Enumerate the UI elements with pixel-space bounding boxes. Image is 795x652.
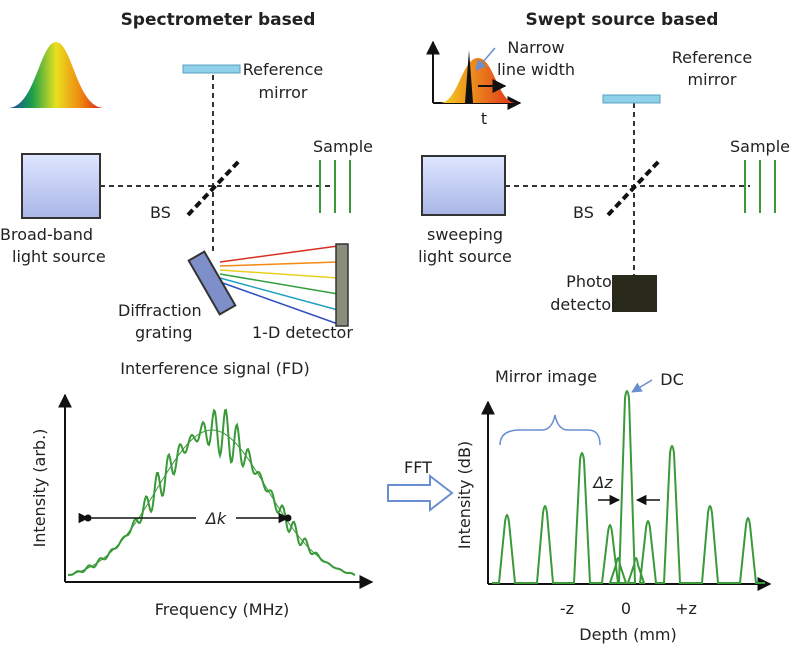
pointer bbox=[475, 47, 496, 71]
label-bg bbox=[196, 508, 236, 528]
rays bbox=[219, 245, 339, 325]
tick-label: 0 bbox=[621, 599, 631, 618]
axis-label: Frequency (MHz) bbox=[155, 600, 289, 619]
tick-label: +z bbox=[675, 599, 697, 618]
label: t bbox=[481, 109, 487, 128]
detector bbox=[335, 243, 349, 327]
grating bbox=[187, 250, 237, 316]
label: DC bbox=[660, 370, 684, 389]
label: 1-D detector bbox=[252, 323, 353, 342]
axis-label: Intensity (arb.) bbox=[30, 429, 49, 548]
label: Broad-band light source bbox=[0, 225, 106, 266]
reference-mirror bbox=[182, 64, 241, 74]
sample bbox=[744, 160, 776, 213]
label: Mirror image bbox=[495, 367, 597, 386]
beam-splitter bbox=[186, 158, 242, 217]
light-source bbox=[421, 155, 506, 216]
label: Photo detector bbox=[550, 272, 618, 314]
sample bbox=[319, 160, 351, 213]
pointer bbox=[631, 379, 653, 393]
depth-profile bbox=[492, 390, 765, 584]
marker bbox=[284, 514, 292, 522]
label: Sample bbox=[730, 137, 790, 156]
marker bbox=[84, 514, 92, 522]
panel-title: Spectrometer based bbox=[121, 10, 316, 30]
axis-label: Intensity (dB) bbox=[455, 441, 474, 549]
label: Narrow line width bbox=[497, 38, 575, 79]
label: Sample bbox=[313, 137, 373, 156]
transform-arrow bbox=[387, 473, 454, 513]
reference-mirror bbox=[602, 94, 661, 104]
panel-title: Swept source based bbox=[526, 10, 719, 30]
label: FFT bbox=[404, 458, 432, 477]
label: Diffraction grating bbox=[118, 301, 202, 342]
photo-detector bbox=[612, 275, 657, 312]
light-source bbox=[21, 153, 101, 219]
label: BS bbox=[150, 203, 171, 222]
spectrum bbox=[8, 42, 104, 108]
axis-label: Depth (mm) bbox=[579, 625, 676, 644]
envelope bbox=[67, 429, 356, 576]
label: Δz bbox=[591, 473, 613, 492]
brace bbox=[499, 414, 601, 446]
plot-title: Interference signal (FD) bbox=[120, 359, 309, 378]
interference-curve bbox=[68, 408, 356, 577]
label: sweeping light source bbox=[418, 225, 512, 266]
label: Reference mirror bbox=[672, 48, 753, 89]
label: Reference mirror bbox=[243, 60, 324, 102]
label: Δk bbox=[204, 509, 227, 528]
narrow-line bbox=[465, 50, 473, 103]
label: BS bbox=[573, 203, 594, 222]
tick-label: -z bbox=[560, 599, 574, 618]
beam-splitter bbox=[606, 158, 662, 217]
